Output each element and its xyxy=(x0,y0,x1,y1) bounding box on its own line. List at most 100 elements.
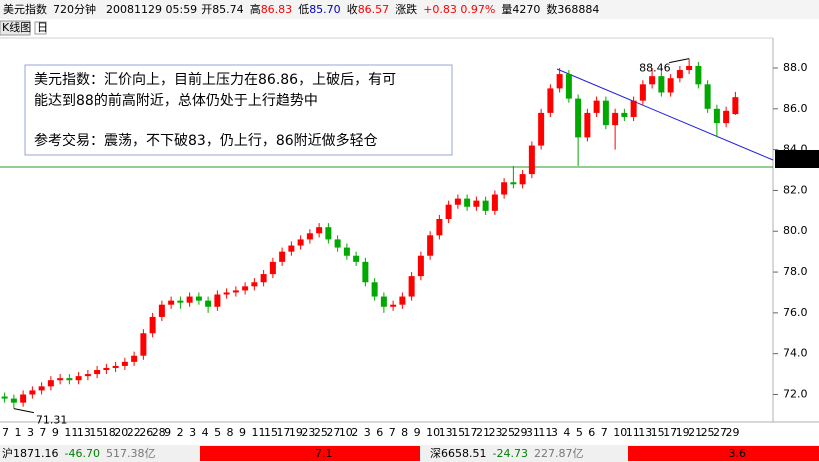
x-tick-label: 9 xyxy=(414,426,421,439)
candle-body xyxy=(195,296,202,301)
candle-body xyxy=(306,233,313,240)
candle-body xyxy=(713,108,720,124)
header-field: 85.74 xyxy=(212,3,244,16)
x-tick-label: 27 xyxy=(713,426,727,439)
x-tick-label: 7 xyxy=(389,426,396,439)
x-tick-label: 27 xyxy=(326,426,340,439)
candle-body xyxy=(158,304,165,317)
candle-body xyxy=(75,376,82,381)
candle-body xyxy=(214,294,221,307)
tab-label[interactable]: K线图 xyxy=(2,20,31,34)
candle-body xyxy=(242,286,249,291)
candle-body xyxy=(519,174,526,185)
candle-body xyxy=(390,304,397,307)
x-tick-label: 19 xyxy=(676,426,690,439)
x-tick-label: 5 xyxy=(576,426,583,439)
index: 6658.51 xyxy=(441,447,487,460)
candle-body xyxy=(593,100,600,113)
candle-body xyxy=(149,316,156,334)
x-tick-label: 9 xyxy=(52,426,59,439)
x-tick-label: 3 xyxy=(189,426,196,439)
x-tick-label: 11 xyxy=(538,426,552,439)
tab-icon-label[interactable]: 日 xyxy=(37,21,48,34)
x-tick-label: 21 xyxy=(476,426,490,439)
candle-body xyxy=(732,97,739,115)
candle-body xyxy=(362,261,369,283)
annotation-leader xyxy=(13,408,34,414)
x-tick-label: 2 xyxy=(351,426,358,439)
x-tick-label: 29 xyxy=(726,426,740,439)
candle-body xyxy=(334,239,341,248)
candle-body xyxy=(29,390,36,395)
candle-body xyxy=(427,235,434,256)
x-tick-label: 25 xyxy=(314,426,328,439)
header-field: +0.83 0.97% xyxy=(423,3,495,16)
candle-body xyxy=(454,198,461,205)
candle-body xyxy=(177,300,184,303)
candle-body xyxy=(658,76,665,93)
candle-body xyxy=(528,145,535,175)
ratio-bar xyxy=(200,446,420,461)
x-tick-label: 31 xyxy=(526,426,540,439)
x-tick-label: 21 xyxy=(688,426,702,439)
header-text: 美元指数 720分钟 20081129 05:59 开85.74 高86.83 低85.7… xyxy=(3,2,599,16)
candle-body xyxy=(538,112,545,146)
candle-body xyxy=(1,396,8,399)
candle-body xyxy=(612,112,619,126)
header-field: 量 xyxy=(501,3,512,16)
x-tick-label: 3 xyxy=(551,426,558,439)
candle-body xyxy=(464,198,471,207)
candle-body xyxy=(343,247,350,256)
x-tick-label: 11 xyxy=(626,426,640,439)
candle-body xyxy=(399,296,406,305)
x-tick-label: 8 xyxy=(227,426,234,439)
x-tick-label: 17 xyxy=(276,426,290,439)
candle-body xyxy=(84,374,91,377)
x-tick-label: 17 xyxy=(663,426,677,439)
candle-body xyxy=(704,84,711,109)
x-tick-label: 23 xyxy=(489,426,503,439)
candle-body xyxy=(676,70,683,79)
x-tick-label: 26 xyxy=(139,426,153,439)
note-line: 参考交易：震荡，不下破83，仍上行，86附近做多轻仓 xyxy=(34,132,378,149)
header-field: 涨跌 xyxy=(395,2,417,16)
candle-body xyxy=(371,282,378,297)
x-tick-label: 15 xyxy=(651,426,665,439)
candle-body xyxy=(667,78,674,93)
y-tick-label: 74.0 xyxy=(783,347,808,360)
header-field: 收 xyxy=(347,2,358,16)
header-bar xyxy=(0,0,819,19)
header-field: 开 xyxy=(201,3,212,16)
y-tick-label: 88.0 xyxy=(783,61,808,74)
candle-body xyxy=(10,398,17,403)
tab-icon[interactable] xyxy=(34,21,47,35)
header-field: 720分钟 xyxy=(53,2,96,16)
candle-body xyxy=(408,276,415,297)
x-tick-label: 23 xyxy=(301,426,315,439)
candle-body xyxy=(547,88,554,113)
ratio-bar xyxy=(628,446,819,461)
x-tick-label: 13 xyxy=(638,426,652,439)
y-tick-label: 76.0 xyxy=(783,306,808,319)
candle-body xyxy=(57,378,64,381)
x-tick-label: 4 xyxy=(202,426,209,439)
x-tick-label: 25 xyxy=(701,426,715,439)
x-tick-label: 20 xyxy=(114,426,128,439)
candle-body xyxy=(491,194,498,211)
x-tick-label: 1 xyxy=(14,426,21,439)
x-tick-label: 5 xyxy=(214,426,221,439)
candle-body xyxy=(121,361,128,366)
candle-body xyxy=(353,255,360,262)
x-tick-label: 17 xyxy=(464,426,478,439)
x-tick-label: 10 xyxy=(613,426,627,439)
annotation-label: 88.46 xyxy=(639,62,671,75)
candle-body xyxy=(602,100,609,126)
plot: 72.0 74.0 76.0 78.0 80.0 82.0 84.0 86.0 88.0 88.4… xyxy=(1,58,808,439)
tab[interactable] xyxy=(0,20,31,36)
price-marker xyxy=(775,150,819,168)
amount: 227.87亿 xyxy=(534,447,584,460)
x-tick-label: 11 xyxy=(251,426,265,439)
candle-body xyxy=(436,219,443,236)
note-line: 能达到88的前高附近，总体仍处于上行趋势中 xyxy=(34,92,318,109)
